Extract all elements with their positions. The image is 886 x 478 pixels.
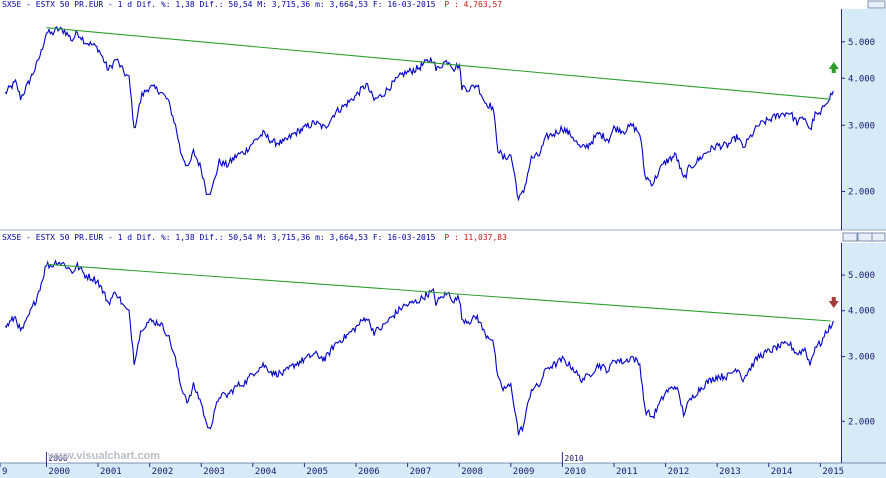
y-tick-label: 5.000 <box>848 38 875 48</box>
price-series-line <box>4 26 834 202</box>
x-tick-label: 2011 <box>616 467 638 477</box>
y-tick-label: 2.000 <box>848 417 875 427</box>
x-tick-label: 2005 <box>306 467 328 477</box>
price-series-line <box>4 259 834 436</box>
bottom-chart-header-extra: P : 11,037,83 <box>444 233 507 242</box>
x-tick-label: 2004 <box>255 467 277 477</box>
x-tick-label: 2002 <box>152 467 174 477</box>
trendline[interactable] <box>46 263 831 322</box>
right-axis-bg-bottom <box>842 243 886 464</box>
bottom-scroll-widget[interactable] <box>842 232 886 242</box>
x-tick-label: 2013 <box>719 467 741 477</box>
trendline[interactable] <box>46 27 831 100</box>
x-tick-label: 9 <box>2 467 7 477</box>
x-tick-label: 2014 <box>771 467 793 477</box>
right-axis-bg-top <box>842 9 886 230</box>
x-axis: 9 2000 2001 2002 2003 2004 2005 2006 2007 2008 200… <box>0 452 844 477</box>
bottom-chart-header-main: SX5E - ESTX 50 PR.EUR - 1 d Dif. %: 1,38… <box>2 233 436 242</box>
watermark: www.visualchart.com <box>47 450 160 462</box>
x-tick-label: 2007 <box>410 467 432 477</box>
x-marker-bg <box>46 454 67 463</box>
x-tick-label: 2000 <box>48 467 70 477</box>
x-tick-label: 2008 <box>461 467 483 477</box>
top-chart-header: SX5E - ESTX 50 PR.EUR - 1 d Dif. %: 1,38… <box>2 0 502 9</box>
bottom-chart-header: SX5E - ESTX 50 PR.EUR - 1 d Dif. %: 1,38… <box>2 233 507 242</box>
x-tick-label: 2001 <box>100 467 122 477</box>
bottom-axis-bg <box>0 463 886 478</box>
arrow-down-icon <box>828 297 839 309</box>
x-marker-label: 2010 <box>564 454 583 463</box>
y-tick-label: 3.000 <box>848 353 875 363</box>
y-tick-label: 5.000 <box>848 271 875 281</box>
top-chart-header-main: SX5E - ESTX 50 PR.EUR - 1 d Dif. %: 1,38… <box>2 0 436 9</box>
top-scroll-widget[interactable] <box>867 0 886 9</box>
y-tick-label: 2.000 <box>848 188 875 198</box>
x-tick-label: 2009 <box>513 467 535 477</box>
arrow-up-icon <box>828 62 839 74</box>
y-tick-label: 4.000 <box>848 307 875 317</box>
bottom-chart: 5.000 4.000 3.000 2.000 <box>4 259 875 436</box>
x-tick-label: 2015 <box>822 467 844 477</box>
top-chart: 5.000 4.000 3.000 2.000 <box>4 26 875 202</box>
x-tick-label: 2006 <box>358 467 380 477</box>
x-tick-label: 2003 <box>203 467 225 477</box>
y-tick-label: 4.000 <box>848 74 875 84</box>
x-marker-bg <box>562 454 583 463</box>
top-chart-header-extra: P : 4,763,57 <box>444 0 502 9</box>
y-tick-label: 3.000 <box>848 121 875 131</box>
x-marker-label: 2000 <box>48 454 67 463</box>
x-tick-label: 2010 <box>564 467 586 477</box>
x-tick-label: 2012 <box>668 467 690 477</box>
